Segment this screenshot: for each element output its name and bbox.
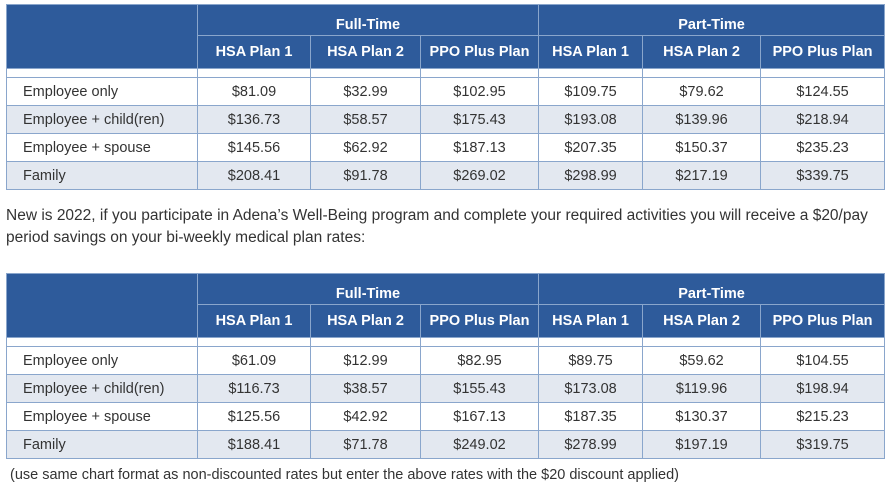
rate-cell: $187.13 [419, 133, 540, 162]
rate-cell: $155.43 [419, 374, 540, 403]
rate-cell: $125.56 [197, 402, 311, 431]
rate-cell: $109.75 [538, 77, 644, 106]
discounted-rates-table: Full-Time Part-Time HSA Plan 1 HSA Plan … [6, 273, 886, 459]
plan-header: HSA Plan 1 [538, 304, 644, 338]
group-header-full-time: Full-Time [196, 273, 540, 305]
rate-cell: $193.08 [538, 105, 644, 134]
rate-cell: $38.57 [310, 374, 421, 403]
rate-cell: $187.35 [538, 402, 644, 431]
rate-cell: $167.13 [419, 402, 540, 431]
plan-header: PPO Plus Plan [760, 35, 886, 69]
plan-header: PPO Plus Plan [419, 35, 540, 69]
rate-cell: $215.23 [760, 402, 886, 431]
rate-cell: $124.55 [760, 77, 886, 106]
rate-cell: $319.75 [760, 430, 886, 459]
group-header-part-time: Part-Time [538, 4, 886, 36]
rate-cell: $175.43 [419, 105, 540, 134]
table-row: Employee only $81.09 $32.99 $102.95 $109… [6, 77, 886, 106]
rate-cell: $61.09 [197, 346, 311, 375]
rate-cell: $298.99 [538, 161, 644, 190]
plan-header: HSA Plan 2 [642, 35, 762, 69]
plan-header: HSA Plan 2 [310, 304, 421, 338]
row-label: Employee only [6, 77, 198, 106]
rate-cell: $278.99 [538, 430, 644, 459]
rate-cell: $207.35 [538, 133, 644, 162]
rate-cell: $116.73 [197, 374, 311, 403]
rate-cell: $82.95 [419, 346, 540, 375]
rate-cell: $12.99 [310, 346, 421, 375]
rate-cell: $119.96 [642, 374, 762, 403]
plan-header: PPO Plus Plan [419, 304, 540, 338]
rate-cell: $208.41 [197, 161, 311, 190]
table-row: Employee only $61.09 $12.99 $82.95 $89.7… [6, 346, 886, 375]
rate-cell: $32.99 [310, 77, 421, 106]
rate-cell: $130.37 [642, 402, 762, 431]
row-label: Employee + spouse [6, 133, 198, 162]
table-row: Family $188.41 $71.78 $249.02 $278.99 $1… [6, 430, 886, 459]
rate-cell: $81.09 [197, 77, 311, 106]
table-row: Employee + spouse $125.56 $42.92 $167.13… [6, 402, 886, 431]
plan-header: HSA Plan 1 [538, 35, 644, 69]
row-label: Employee + child(ren) [6, 374, 198, 403]
row-label: Employee + child(ren) [6, 105, 198, 134]
row-label: Employee only [6, 346, 198, 375]
table-row: Employee + child(ren) $116.73 $38.57 $15… [6, 374, 886, 403]
table-corner-cell [6, 4, 198, 69]
rate-cell: $79.62 [642, 77, 762, 106]
rate-cell: $339.75 [760, 161, 886, 190]
table-row: Employee + child(ren) $136.73 $58.57 $17… [6, 105, 886, 134]
discount-note: New is 2022, if you participate in Adena… [6, 207, 868, 246]
rate-cell: $42.92 [310, 402, 421, 431]
rate-cell: $91.78 [310, 161, 421, 190]
rate-cell: $150.37 [642, 133, 762, 162]
rate-cell: $139.96 [642, 105, 762, 134]
footnote: (use same chart format as non-discounted… [10, 467, 679, 483]
rate-cell: $136.73 [197, 105, 311, 134]
rate-cell: $197.19 [642, 430, 762, 459]
group-header-part-time: Part-Time [538, 273, 886, 305]
rate-cell: $235.23 [760, 133, 886, 162]
table-corner-cell [6, 273, 198, 338]
rate-cell: $249.02 [419, 430, 540, 459]
rate-cell: $104.55 [760, 346, 886, 375]
row-label: Family [6, 430, 198, 459]
standard-rates-table: Full-Time Part-Time HSA Plan 1 HSA Plan … [6, 4, 886, 190]
rate-cell: $71.78 [310, 430, 421, 459]
rate-cell: $89.75 [538, 346, 644, 375]
rate-cell: $188.41 [197, 430, 311, 459]
row-label: Family [6, 161, 198, 190]
rate-cell: $218.94 [760, 105, 886, 134]
rate-cell: $173.08 [538, 374, 644, 403]
plan-header: HSA Plan 2 [642, 304, 762, 338]
rate-cell: $58.57 [310, 105, 421, 134]
rate-cell: $145.56 [197, 133, 311, 162]
rate-cell: $62.92 [310, 133, 421, 162]
plan-header: PPO Plus Plan [760, 304, 886, 338]
rate-cell: $102.95 [419, 77, 540, 106]
rate-cell: $59.62 [642, 346, 762, 375]
plan-header: HSA Plan 2 [310, 35, 421, 69]
group-header-full-time: Full-Time [196, 4, 540, 36]
rate-cell: $269.02 [419, 161, 540, 190]
rate-cell: $198.94 [760, 374, 886, 403]
plan-header: HSA Plan 1 [197, 304, 311, 338]
table-row: Employee + spouse $145.56 $62.92 $187.13… [6, 133, 886, 162]
rate-cell: $217.19 [642, 161, 762, 190]
table-row: Family $208.41 $91.78 $269.02 $298.99 $2… [6, 161, 886, 190]
plan-header: HSA Plan 1 [197, 35, 311, 69]
row-label: Employee + spouse [6, 402, 198, 431]
